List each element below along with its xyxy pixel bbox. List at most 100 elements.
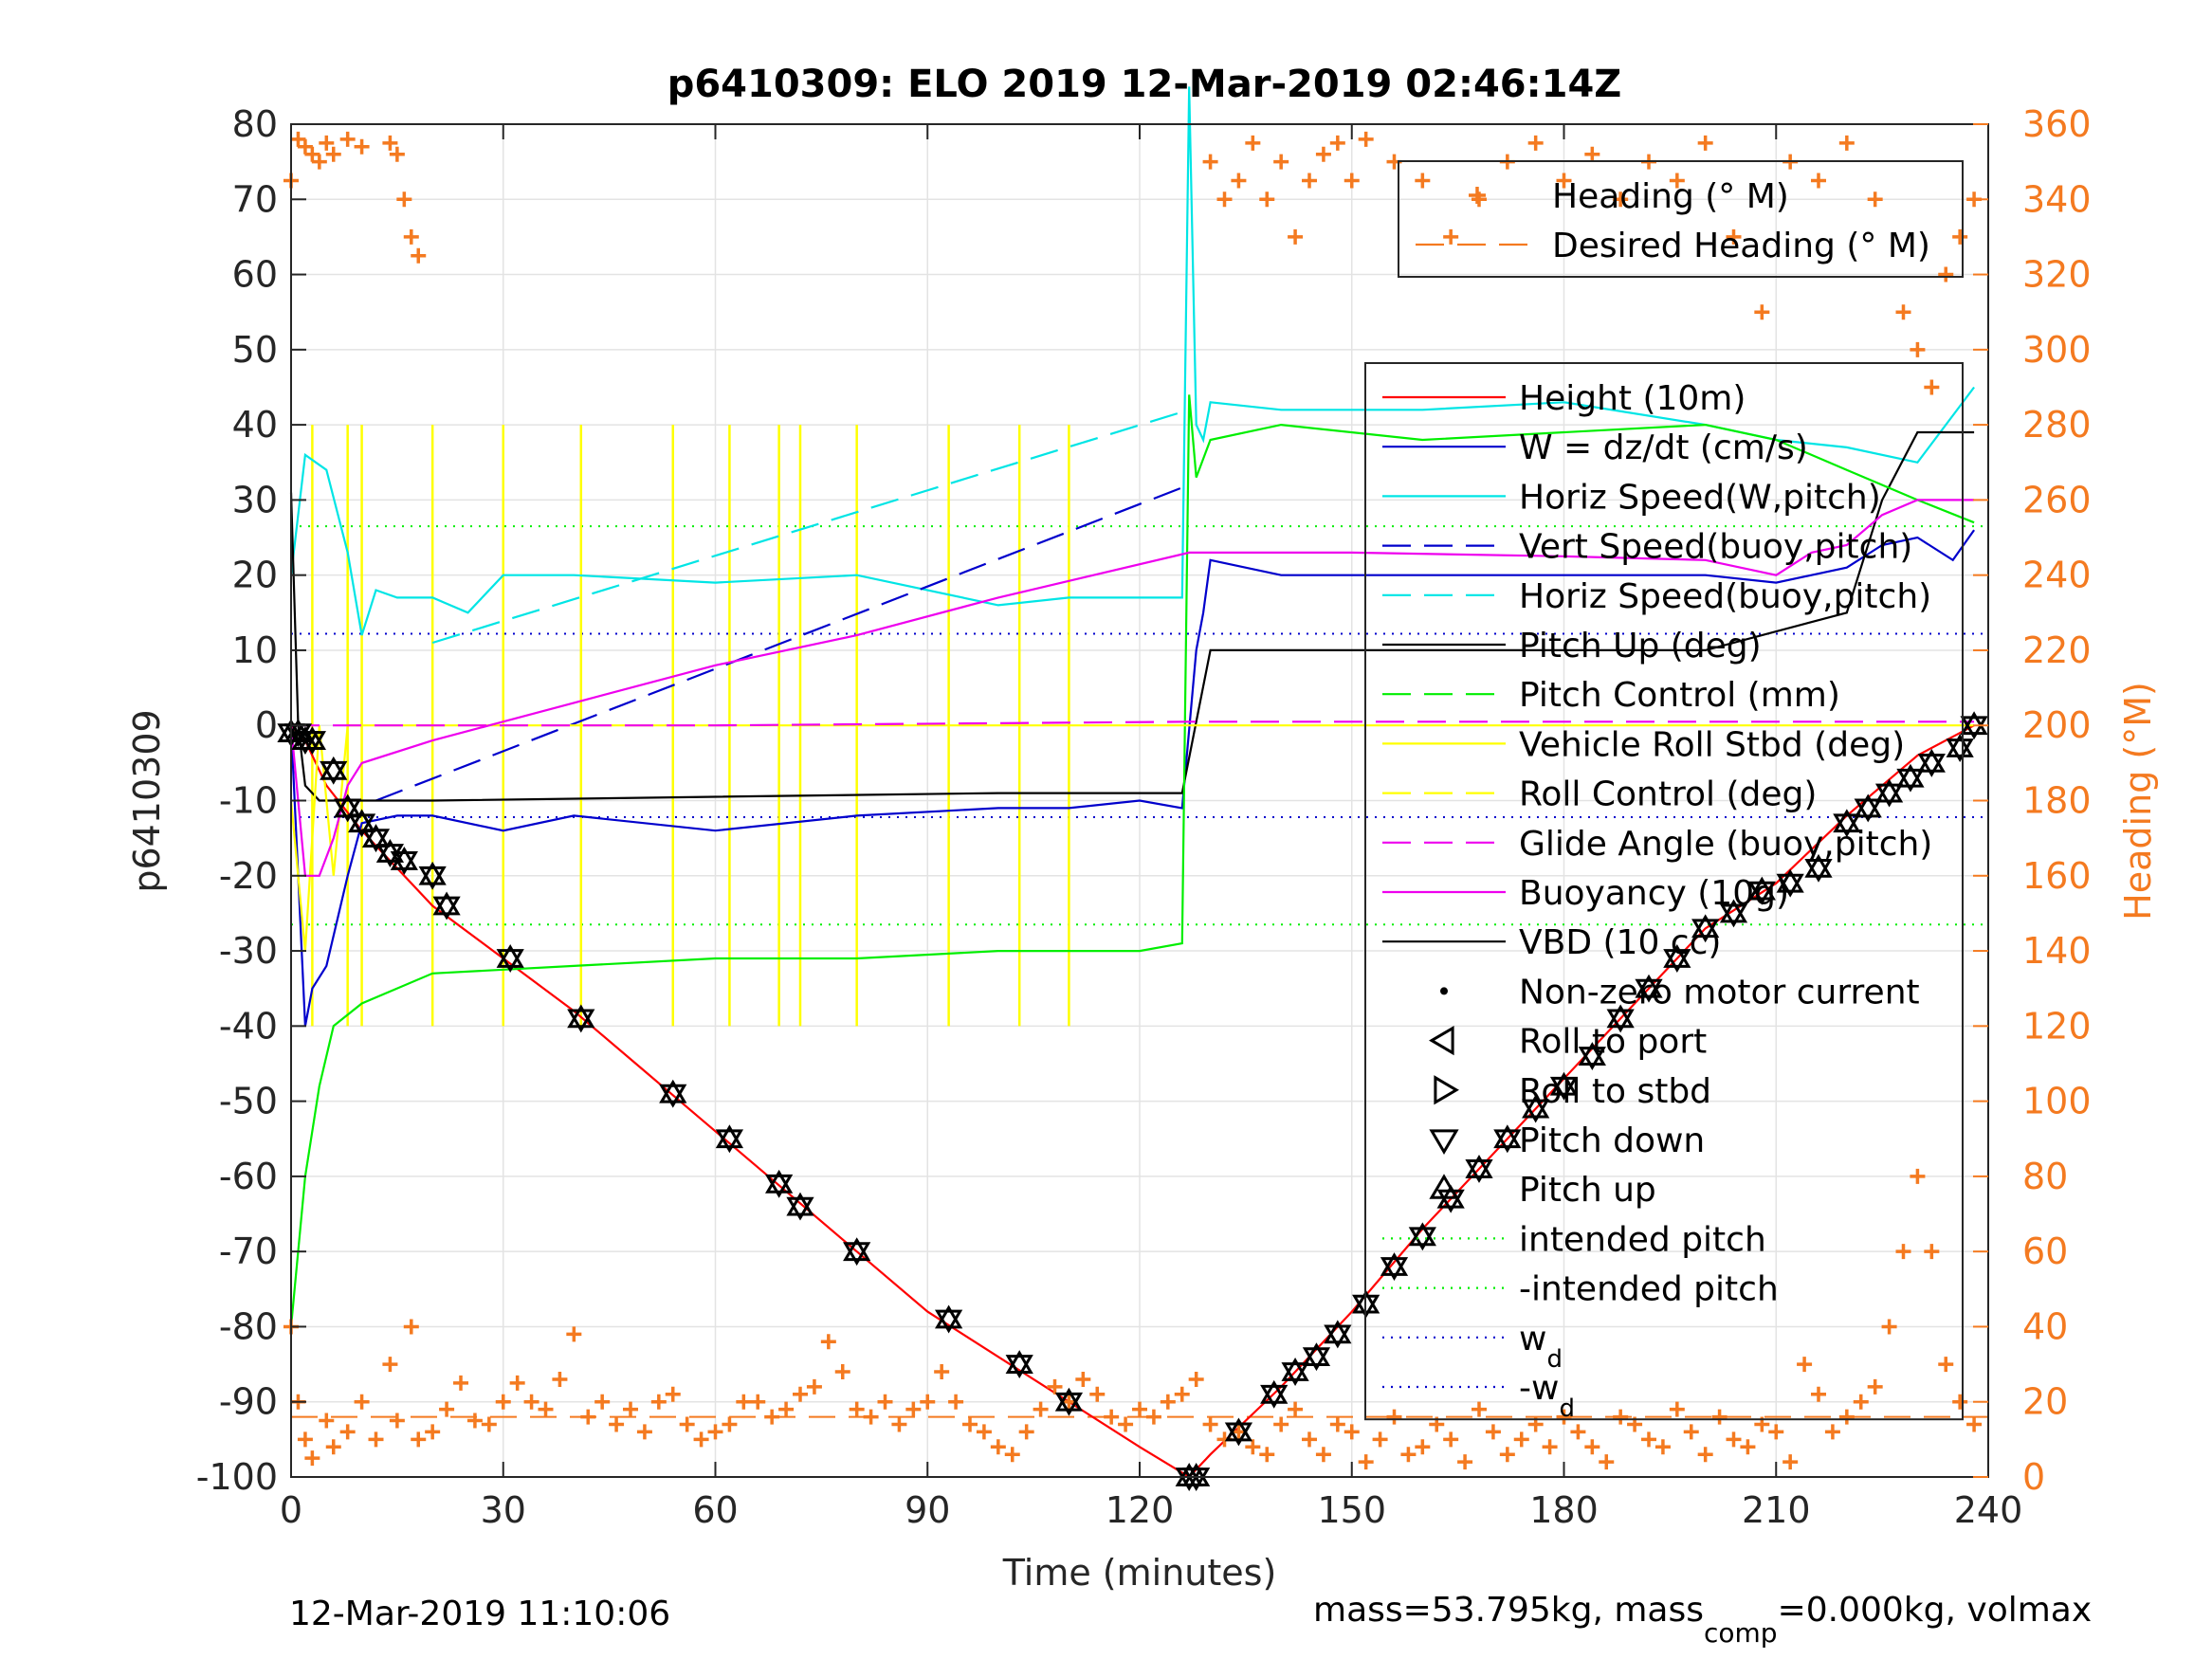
legend-label-text: W = dz/dt (cm/s) [1519,428,1808,467]
legend-label-text: Buoyancy (10g) [1519,874,1789,913]
legend-label-text: Height (10m) [1519,379,1746,418]
heading-point [1443,1431,1459,1448]
y-tick-label-left: -100 [196,1456,278,1498]
legend-label: VBD (10 cc) [1519,923,1721,962]
heading-point [1867,1378,1883,1395]
heading-point [566,1326,582,1342]
heading-point [1499,1447,1515,1463]
heading-point [1895,1244,1911,1260]
heading-point [1726,228,1742,245]
heading-point [990,1439,1006,1455]
legend-label: wd [1519,1320,1563,1374]
legend-label-text: intended pitch [1519,1220,1766,1259]
heading-point [1302,173,1317,189]
y-tick-label-right: 340 [2022,178,2092,220]
legend-swatch [1429,1025,1454,1056]
heading-point [594,1394,611,1410]
legend-label: Pitch down [1519,1121,1705,1160]
legend-label: Pitch up [1519,1171,1656,1210]
motor-marker [567,1004,595,1033]
heading-point [722,1416,738,1432]
heading-point [1797,1357,1813,1373]
motor-marker [1465,1155,1493,1183]
heading-point [1556,173,1572,189]
legend-label-text: -intended pitch [1519,1270,1779,1309]
heading-point [1273,1416,1289,1432]
heading-point [1202,154,1218,170]
heading-point [1485,1424,1501,1440]
heading-point [1018,1424,1034,1440]
legend-label-text: Vehicle Roll Stbd (deg) [1519,725,1905,764]
legend-label: Desired Heading (° M) [1552,227,1930,265]
legend-label: Height (10m) [1519,379,1746,418]
y-tick-label-left: 70 [232,178,278,220]
y-tick-label-left: 30 [232,479,278,520]
heading-point [623,1401,638,1417]
legend-swatch [1440,987,1448,995]
heading-point [1372,1431,1388,1448]
plot-area [277,86,1988,1491]
legend-main-frame [1364,362,1964,1421]
motor-marker [432,891,461,921]
heading-point [425,1424,441,1440]
heading-point [665,1386,681,1402]
motor-marker [347,809,376,838]
y-tick-label-right: 40 [2022,1305,2068,1347]
heading-point [849,1401,865,1417]
heading-point [1952,1394,1968,1410]
legend-label-text: Heading (° M) [1552,177,1789,216]
heading-point [976,1424,992,1440]
heading-point [834,1364,850,1380]
heading-point [1315,146,1331,162]
motor-marker [1691,914,1720,943]
y-tick-label-right: 120 [2022,1005,2092,1047]
motor-marker [1324,1320,1352,1349]
legend-label-text: Pitch up [1519,1171,1656,1210]
heading-point [820,1334,836,1350]
y-tick-label-right: 140 [2022,930,2092,972]
heading-point [863,1409,879,1425]
axis-ticks: 0 30 60 90 120 150 180 210 24080706050403020100-… [196,103,2092,1531]
heading-point [495,1394,511,1410]
heading-point [481,1416,497,1432]
heading-point [1910,341,1926,357]
series-line [291,720,1975,727]
heading-point [1838,1409,1855,1425]
series-line [375,483,1190,802]
series-line [289,430,1975,802]
heading-point [509,1375,525,1391]
heading-point [325,146,341,162]
y-tick-label-left: 60 [232,254,278,296]
heading-point [1924,379,1940,395]
legend-label: Heading (° M) [1552,177,1789,216]
motor-marker [334,793,362,823]
footer-mass: mass=53.795kg, masscomp=0.000kg, volmax [1313,1591,2092,1649]
heading-point [1202,1416,1218,1432]
legend-swatch [1469,187,1486,204]
heading-point [453,1375,468,1391]
heading-point [389,1413,405,1429]
legend-label: -wd [1519,1369,1575,1423]
heading-point [1584,146,1600,162]
motor-marker [1606,1004,1635,1033]
legend-heading: Heading (° M) Desired Heading (° M) [1398,160,1964,278]
y-tick-label-left: -20 [219,855,278,897]
motor-marker [496,944,524,973]
heading-point [1288,1401,1304,1417]
heading-point [1386,1409,1402,1425]
legend-label: intended pitch [1519,1220,1766,1259]
heading-point [1782,1454,1799,1470]
motor-marker [320,756,348,785]
y-tick-label-right: 280 [2022,404,2092,446]
legend-label-text: Roll to port [1519,1023,1707,1062]
heading-point [319,135,335,151]
heading-point [679,1416,695,1432]
x-tick-label: 150 [1317,1489,1386,1531]
motor-marker [418,861,447,890]
legend-label-text: w [1519,1320,1546,1358]
legend-label: Vert Speed(buoy,pitch) [1519,528,1912,567]
legend-swatch [1429,1174,1459,1199]
legend-label: -intended pitch [1519,1270,1779,1309]
heading-point [750,1394,766,1410]
heading-point [1599,1454,1615,1470]
